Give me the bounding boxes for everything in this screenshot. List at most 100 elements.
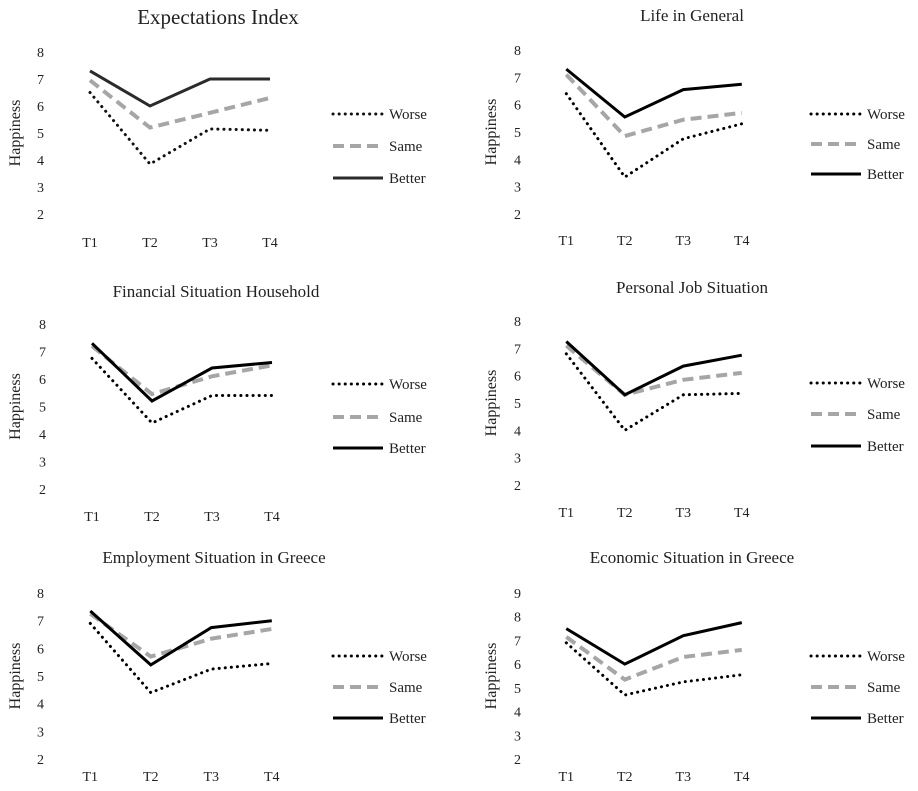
legend-label-worse: Worse: [867, 376, 905, 392]
y-tick-label: 9: [514, 587, 521, 602]
y-tick-label: 2: [514, 753, 521, 768]
y-tick-label: 4: [514, 153, 521, 168]
y-tick-label: 8: [514, 315, 521, 330]
y-tick-label: 2: [37, 753, 44, 768]
series-line-worse: [564, 352, 744, 433]
y-tick-label: 6: [514, 99, 521, 114]
x-tick-label: T3: [204, 510, 220, 525]
y-tick-label: 2: [37, 208, 44, 223]
y-tick-label: 3: [514, 452, 521, 467]
chart-svg: Expectations Index Happiness 2 3 4 5 6 7 8 T1 T2 T3…: [7, 5, 427, 251]
legend-label-same: Same: [389, 680, 423, 696]
legend-label-same: Same: [389, 139, 423, 155]
legend-label-worse: Worse: [389, 377, 427, 393]
chart-panel-1: Expectations Index Happiness 2 3 4 5 6 7 8 T1 T2 T3…: [0, 0, 459, 263]
legend-label-better: Better: [389, 441, 426, 457]
chart-panel-5: Employment Situation in Greece Happiness 2…: [0, 526, 459, 791]
y-tick-label: 5: [514, 682, 521, 697]
y-tick-label: 2: [514, 208, 521, 223]
y-tick-label: 7: [514, 342, 521, 357]
x-tick-label: T4: [734, 770, 750, 785]
x-tick-label: T4: [734, 234, 750, 249]
y-axis-label: Happiness: [483, 99, 500, 166]
chart-panel-2: Life in General Happiness 2 3 4 5 6 7 8 T1 T2 T3 T4 W…: [459, 0, 918, 263]
series-line-worse: [564, 92, 744, 180]
x-tick-label: T3: [202, 236, 218, 251]
y-tick-label: 8: [37, 46, 44, 61]
series-line-same: [564, 73, 743, 139]
y-tick-label: 6: [514, 370, 521, 385]
series-line-worse: [88, 91, 272, 167]
chart-panel-3: Financial Situation Household Happiness 2 3…: [0, 263, 459, 526]
x-tick-label: T1: [558, 506, 574, 521]
y-axis-label: Happiness: [483, 643, 500, 710]
x-tick-label: T1: [84, 510, 100, 525]
y-tick-label: 5: [37, 127, 44, 142]
y-tick-label: 4: [514, 706, 521, 721]
legend-label-better: Better: [867, 439, 904, 455]
y-tick-label: 6: [37, 642, 44, 657]
y-tick-label: 3: [37, 181, 44, 196]
chart-panel-4: Personal Job Situation Happiness 2 3 4 5 6 7 8 T1…: [459, 263, 918, 526]
legend-label-worse: Worse: [389, 649, 427, 665]
series-line-same: [565, 635, 743, 682]
x-tick-label: T2: [617, 770, 633, 785]
y-tick-label: 6: [514, 658, 521, 673]
series-line-same: [88, 78, 271, 130]
x-tick-label: T2: [144, 510, 160, 525]
chart-svg: Personal Job Situation Happiness 2 3 4 5 6 7 8 T1…: [483, 278, 905, 521]
y-tick-label: 8: [37, 587, 44, 602]
y-tick-label: 8: [514, 611, 521, 626]
chart-title: Life in General: [640, 6, 744, 25]
chart-title: Employment Situation in Greece: [102, 548, 325, 567]
chart-svg: Financial Situation Household Happiness 2 3…: [7, 282, 427, 525]
series-line-better: [89, 609, 272, 667]
y-tick-label: 7: [514, 71, 521, 86]
chart-title: Economic Situation in Greece: [590, 548, 794, 567]
legend-label-worse: Worse: [867, 649, 905, 665]
y-tick-label: 5: [514, 397, 521, 412]
x-tick-label: T4: [734, 506, 750, 521]
x-tick-label: T2: [143, 770, 159, 785]
y-tick-label: 4: [37, 154, 44, 169]
y-tick-label: 2: [514, 479, 521, 494]
legend-label-worse: Worse: [867, 107, 905, 123]
y-tick-label: 6: [37, 100, 44, 115]
y-tick-label: 4: [514, 424, 521, 439]
y-tick-label: 7: [37, 615, 44, 630]
y-tick-label: 5: [39, 401, 46, 416]
legend-label-better: Better: [867, 167, 904, 183]
y-tick-label: 8: [39, 318, 46, 333]
chart-title: Expectations Index: [137, 5, 299, 29]
y-axis-label: Happiness: [7, 643, 24, 710]
x-tick-label: T3: [203, 770, 219, 785]
series-line-better: [89, 69, 270, 108]
x-tick-label: T1: [558, 770, 574, 785]
legend-label-same: Same: [867, 680, 901, 696]
x-tick-label: T2: [142, 236, 158, 251]
y-tick-label: 3: [514, 729, 521, 744]
series-line-worse: [90, 356, 274, 425]
series-line-same: [565, 344, 743, 397]
x-tick-label: T4: [264, 770, 280, 785]
y-tick-label: 3: [514, 181, 521, 196]
x-tick-label: T2: [617, 506, 633, 521]
y-tick-label: 7: [39, 346, 46, 361]
y-axis-label: Happiness: [483, 370, 500, 437]
x-tick-label: T3: [675, 506, 691, 521]
y-tick-label: 4: [39, 428, 46, 443]
y-tick-label: 5: [37, 670, 44, 685]
y-tick-label: 6: [39, 373, 46, 388]
legend-label-worse: Worse: [389, 107, 427, 123]
chart-title: Financial Situation Household: [113, 282, 320, 301]
series-line-worse: [564, 641, 744, 697]
y-axis-label: Happiness: [7, 373, 24, 440]
chart-svg: Economic Situation in Greece Happiness 2 3 4…: [483, 548, 905, 785]
y-axis-label: Happiness: [7, 100, 24, 167]
y-tick-label: 8: [514, 44, 521, 59]
legend-label-same: Same: [389, 410, 423, 426]
legend-label-better: Better: [867, 711, 904, 727]
chart-panel-6: Economic Situation in Greece Happiness 2 3 4…: [459, 526, 918, 791]
x-tick-label: T3: [675, 770, 691, 785]
legend-label-better: Better: [389, 711, 426, 727]
